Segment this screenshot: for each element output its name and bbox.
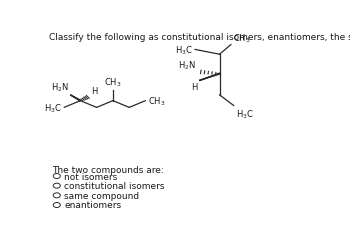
Text: H: H (91, 87, 97, 96)
Text: $\mathregular{H_2N}$: $\mathregular{H_2N}$ (177, 59, 195, 72)
Text: $\mathregular{H_2N}$: $\mathregular{H_2N}$ (51, 82, 69, 94)
Text: The two compounds are:: The two compounds are: (52, 166, 164, 175)
Polygon shape (70, 96, 81, 102)
Text: $\mathregular{H_3C}$: $\mathregular{H_3C}$ (236, 108, 254, 120)
Text: $\mathregular{H_3C}$: $\mathregular{H_3C}$ (44, 102, 62, 114)
Text: constitutional isomers: constitutional isomers (64, 182, 164, 190)
Text: same compound: same compound (64, 191, 139, 200)
Text: $\mathregular{CH_3}$: $\mathregular{CH_3}$ (104, 76, 122, 88)
Text: $\mathregular{H_3C}$: $\mathregular{H_3C}$ (175, 44, 193, 56)
Text: Classify the following as constitutional isomers, enantiomers, the same compound: Classify the following as constitutional… (49, 33, 350, 42)
Text: $\mathregular{CH_3}$: $\mathregular{CH_3}$ (148, 95, 165, 108)
Text: $\mathregular{CH_3}$: $\mathregular{CH_3}$ (233, 32, 251, 44)
Text: enantiomers: enantiomers (64, 201, 121, 210)
Polygon shape (199, 74, 220, 81)
Text: H: H (191, 83, 197, 92)
Text: not isomers: not isomers (64, 172, 117, 181)
